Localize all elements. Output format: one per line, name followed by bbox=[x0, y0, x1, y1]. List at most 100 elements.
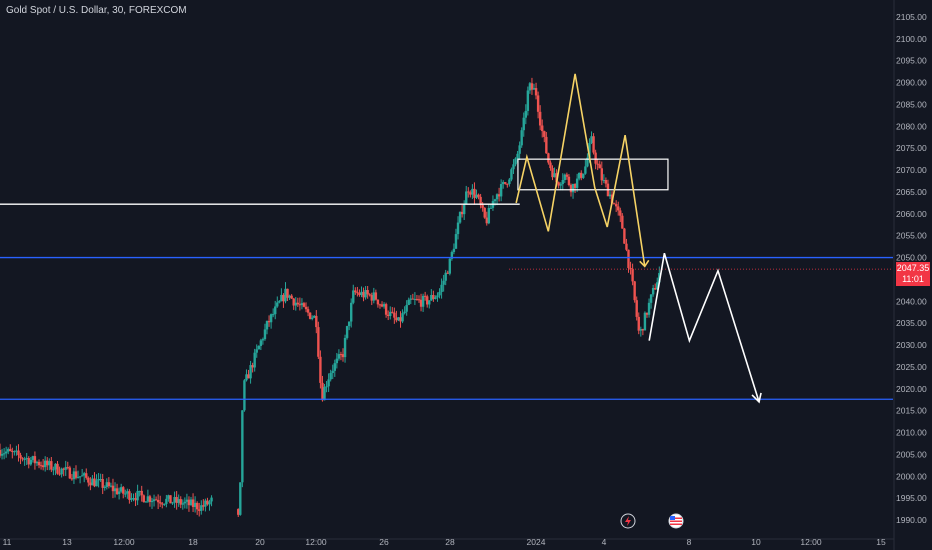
candle-body bbox=[557, 182, 560, 186]
candle-body bbox=[189, 499, 193, 506]
candle-body bbox=[477, 194, 480, 197]
candle-body bbox=[600, 168, 603, 181]
candle-body bbox=[658, 272, 661, 283]
x-tick-label: 11 bbox=[3, 537, 12, 547]
candle-body bbox=[421, 295, 425, 307]
candle-body bbox=[514, 158, 517, 165]
candle-body bbox=[434, 297, 437, 299]
y-tick-label: 2000.00 bbox=[896, 471, 927, 481]
candle-body bbox=[15, 450, 18, 452]
candle-body bbox=[171, 502, 174, 504]
candle-body bbox=[592, 136, 595, 153]
candle-body bbox=[187, 499, 191, 506]
x-tick-label: 4 bbox=[602, 537, 607, 547]
candle-body bbox=[323, 386, 326, 401]
candle-body bbox=[202, 505, 205, 507]
x-tick-label: 18 bbox=[188, 537, 198, 547]
candle-body bbox=[302, 303, 306, 307]
candle-body bbox=[411, 298, 415, 300]
candle-body bbox=[195, 502, 199, 510]
candle-body bbox=[54, 463, 57, 470]
candle-body bbox=[177, 499, 180, 503]
candle-body bbox=[284, 288, 287, 302]
candle-body bbox=[547, 153, 550, 163]
candle-body bbox=[80, 475, 84, 477]
candle-body bbox=[409, 298, 412, 300]
candle-body bbox=[625, 243, 628, 250]
candle-body bbox=[619, 210, 622, 216]
candle-body bbox=[331, 370, 334, 373]
candle-body bbox=[614, 204, 618, 207]
candle-body bbox=[364, 290, 367, 298]
candle-body bbox=[436, 295, 439, 298]
candle-body bbox=[308, 312, 312, 319]
candle-body bbox=[335, 358, 339, 364]
x-tick-label: 15 bbox=[876, 537, 886, 547]
candle-body bbox=[423, 295, 427, 297]
y-tick-label: 2050.00 bbox=[896, 253, 927, 263]
candle-body bbox=[95, 480, 98, 487]
y-tick-label: 1995.00 bbox=[896, 493, 927, 503]
candle-body bbox=[310, 317, 314, 319]
y-tick-label: 2105.00 bbox=[896, 12, 927, 22]
candle-body bbox=[183, 501, 187, 504]
candle-body bbox=[430, 294, 433, 301]
candle-body bbox=[107, 482, 111, 487]
candle-body bbox=[56, 463, 59, 474]
candle-body bbox=[573, 183, 577, 188]
y-tick-label: 2025.00 bbox=[896, 362, 927, 372]
candle-body bbox=[510, 169, 513, 180]
y-tick-label: 2075.00 bbox=[896, 143, 927, 153]
candle-body bbox=[389, 311, 392, 316]
candle-body bbox=[343, 337, 347, 358]
candle-body bbox=[154, 499, 158, 501]
x-tick-label: 20 bbox=[255, 537, 265, 547]
candle-body bbox=[467, 191, 470, 193]
candle-body bbox=[567, 176, 571, 186]
candle-body bbox=[508, 179, 511, 185]
candle-body bbox=[356, 292, 359, 294]
candle-body bbox=[66, 467, 69, 469]
candle-body bbox=[292, 298, 295, 306]
candle-body bbox=[580, 172, 583, 178]
candle-body bbox=[378, 304, 382, 306]
candle-body bbox=[300, 303, 304, 306]
candle-body bbox=[534, 88, 538, 96]
candle-body bbox=[653, 287, 657, 290]
candle-body bbox=[146, 496, 150, 502]
candle-body bbox=[269, 314, 273, 323]
candle-body bbox=[479, 196, 482, 206]
candle-body bbox=[407, 299, 410, 305]
candle-body bbox=[60, 468, 63, 475]
candle-body bbox=[538, 111, 542, 126]
candle-body bbox=[265, 320, 269, 330]
candle-body bbox=[551, 168, 554, 178]
candle-body bbox=[469, 192, 472, 195]
candle-body bbox=[35, 461, 39, 464]
candle-body bbox=[313, 315, 316, 318]
candle-body bbox=[645, 312, 649, 315]
candle-body bbox=[140, 490, 143, 496]
candle-body bbox=[325, 386, 328, 388]
candle-body bbox=[528, 83, 532, 91]
candle-body bbox=[124, 493, 127, 495]
candle-body bbox=[405, 304, 408, 312]
candle-body bbox=[247, 374, 250, 379]
candle-body bbox=[370, 295, 373, 301]
candle-body bbox=[639, 329, 643, 331]
candle-body bbox=[489, 207, 493, 209]
candle-body bbox=[522, 117, 525, 131]
candle-body bbox=[163, 503, 166, 505]
candle-body bbox=[72, 471, 76, 480]
candle-body bbox=[382, 304, 386, 307]
candle-body bbox=[101, 479, 104, 488]
candle-body bbox=[386, 314, 390, 316]
candle-body bbox=[608, 194, 612, 197]
resistance-zone-box bbox=[517, 158, 669, 191]
candle-body bbox=[483, 207, 486, 218]
candle-body bbox=[119, 487, 123, 492]
candle-body bbox=[627, 249, 630, 268]
candle-body bbox=[286, 288, 289, 298]
